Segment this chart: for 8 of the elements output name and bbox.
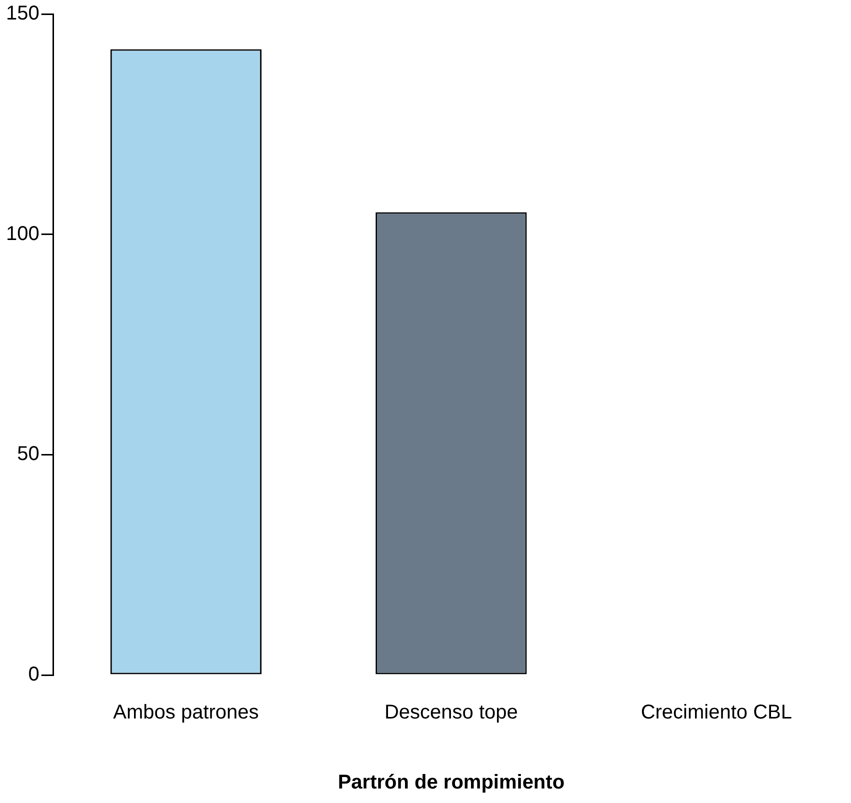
- y-tick-label: 100: [6, 222, 40, 245]
- y-tick-label: 50: [17, 443, 40, 466]
- x-tick-label: Ambos patrones: [113, 702, 259, 724]
- y-tick-label: 150: [6, 2, 40, 25]
- x-tick-label: Descenso tope: [384, 702, 518, 724]
- x-tick-label: Crecimiento CBL: [640, 702, 792, 724]
- x-axis-title: Partrón de rompimiento: [338, 772, 565, 794]
- y-tick-label: 0: [28, 664, 40, 686]
